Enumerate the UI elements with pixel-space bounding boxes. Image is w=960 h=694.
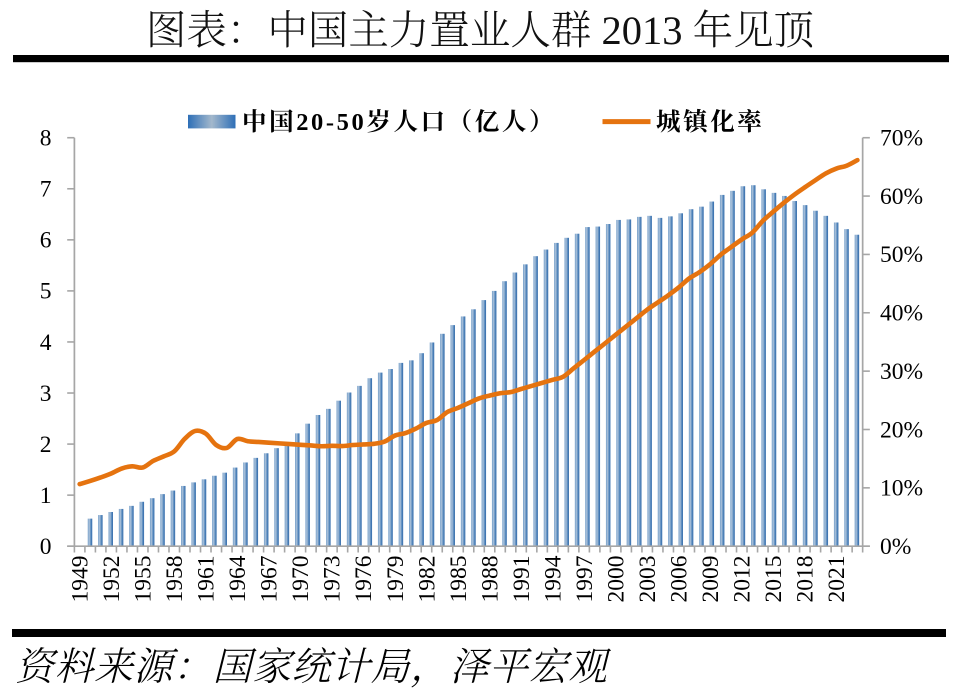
svg-text:0%: 0% <box>880 534 911 560</box>
svg-text:2006: 2006 <box>667 555 693 602</box>
svg-text:1973: 1973 <box>320 556 346 603</box>
svg-text:6: 6 <box>40 228 52 254</box>
svg-text:2015: 2015 <box>761 556 787 603</box>
svg-text:资料来源：国家统计局，泽平宏观: 资料来源：国家统计局，泽平宏观 <box>15 646 612 689</box>
svg-text:2021: 2021 <box>824 556 850 603</box>
svg-text:40%: 40% <box>880 301 923 327</box>
svg-text:5: 5 <box>40 279 52 305</box>
svg-text:1: 1 <box>40 483 52 509</box>
svg-text:10%: 10% <box>880 476 923 502</box>
svg-text:0: 0 <box>40 534 52 560</box>
svg-text:1997: 1997 <box>572 555 598 602</box>
svg-text:7: 7 <box>40 177 52 203</box>
svg-text:1979: 1979 <box>383 556 409 603</box>
svg-text:2009: 2009 <box>698 556 724 603</box>
svg-text:1985: 1985 <box>446 556 472 603</box>
svg-text:2012: 2012 <box>730 556 756 603</box>
svg-text:1976: 1976 <box>351 555 377 602</box>
svg-text:2: 2 <box>40 432 52 458</box>
svg-text:50%: 50% <box>880 242 923 268</box>
svg-text:30%: 30% <box>880 359 923 385</box>
svg-text:60%: 60% <box>880 184 923 210</box>
svg-text:3: 3 <box>40 381 52 407</box>
svg-text:1988: 1988 <box>477 556 503 603</box>
svg-text:1952: 1952 <box>99 556 125 603</box>
svg-text:1961: 1961 <box>194 556 220 603</box>
svg-text:1958: 1958 <box>162 556 188 603</box>
svg-text:1967: 1967 <box>257 555 283 602</box>
svg-text:1970: 1970 <box>288 556 314 603</box>
svg-text:1991: 1991 <box>509 556 535 603</box>
svg-text:70%: 70% <box>880 126 923 152</box>
svg-text:20%: 20% <box>880 417 923 443</box>
svg-text:图表：中国主力置业人群 2013 年见顶: 图表：中国主力置业人群 2013 年见顶 <box>146 8 815 53</box>
svg-text:2000: 2000 <box>603 556 629 603</box>
svg-text:2003: 2003 <box>635 556 661 603</box>
svg-text:1949: 1949 <box>67 556 93 603</box>
svg-text:8: 8 <box>40 126 52 152</box>
svg-text:中国20-50岁人口（亿人）: 中国20-50岁人口（亿人） <box>242 108 556 136</box>
svg-text:城镇化率: 城镇化率 <box>656 108 764 136</box>
svg-text:4: 4 <box>40 330 52 356</box>
svg-text:1982: 1982 <box>414 556 440 603</box>
svg-text:1964: 1964 <box>225 555 251 602</box>
svg-text:1955: 1955 <box>131 556 157 603</box>
svg-text:2018: 2018 <box>793 556 819 603</box>
svg-text:1994: 1994 <box>540 555 566 602</box>
